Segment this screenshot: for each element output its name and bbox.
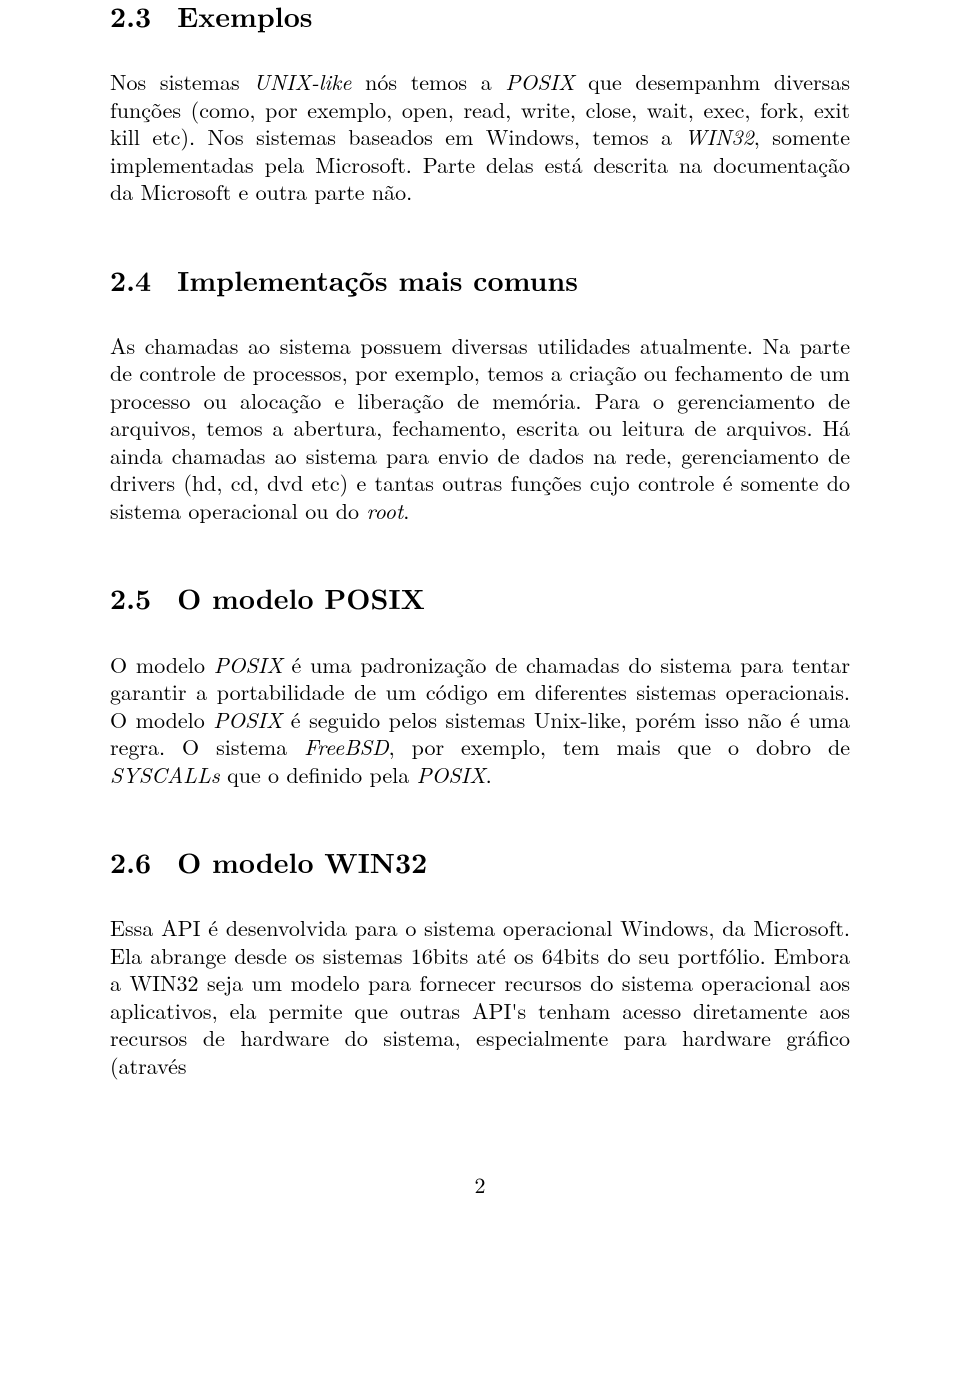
italic-text: SYSCALLs	[110, 759, 220, 790]
section-title: Implementaçõs mais comuns	[177, 260, 578, 300]
section-heading-2-4: 2.4Implementaçõs mais comuns	[110, 264, 850, 296]
text: , por exemplo, tem mais que o dobro de	[389, 731, 850, 762]
section-title: Exemplos	[177, 0, 312, 36]
text: O modelo	[110, 649, 214, 680]
italic-text: UNIX-like	[253, 66, 351, 97]
section-title: O modelo WIN32	[177, 842, 427, 882]
italic-text: POSIX	[214, 649, 283, 680]
text: As chamadas ao sistema possuem diversas …	[110, 330, 850, 526]
section-number: 2.3	[110, 0, 151, 32]
section-number: 2.6	[110, 846, 151, 878]
section-heading-2-6: 2.6O modelo WIN32	[110, 846, 850, 878]
italic-text: POSIX	[417, 759, 486, 790]
section-heading-2-3: 2.3Exemplos	[110, 0, 850, 32]
text: .	[403, 495, 409, 526]
section-heading-2-5: 2.5O modelo POSIX	[110, 582, 850, 614]
text: Nos sistemas	[110, 66, 253, 97]
text: Essa API é desenvolvida para o sistema o…	[110, 912, 850, 1081]
italic-text: root	[366, 495, 403, 526]
text: nós temos a	[351, 66, 505, 97]
page-number: 2	[110, 1169, 850, 1200]
paragraph: As chamadas ao sistema possuem diversas …	[110, 332, 850, 525]
paragraph: O modelo POSIX é uma padronização de cha…	[110, 651, 850, 789]
italic-text: WIN32	[684, 121, 753, 152]
text: que o definido pela	[220, 759, 417, 790]
italic-text: POSIX	[213, 704, 282, 735]
paragraph: Essa API é desenvolvida para o sistema o…	[110, 914, 850, 1079]
italic-text: FreeBSD	[304, 731, 388, 762]
section-number: 2.5	[110, 582, 151, 614]
paragraph: Nos sistemas UNIX-like nós temos a POSIX…	[110, 68, 850, 206]
text: .	[486, 759, 492, 790]
italic-text: POSIX	[505, 66, 574, 97]
section-number: 2.4	[110, 264, 151, 296]
section-title: O modelo POSIX	[177, 578, 425, 618]
